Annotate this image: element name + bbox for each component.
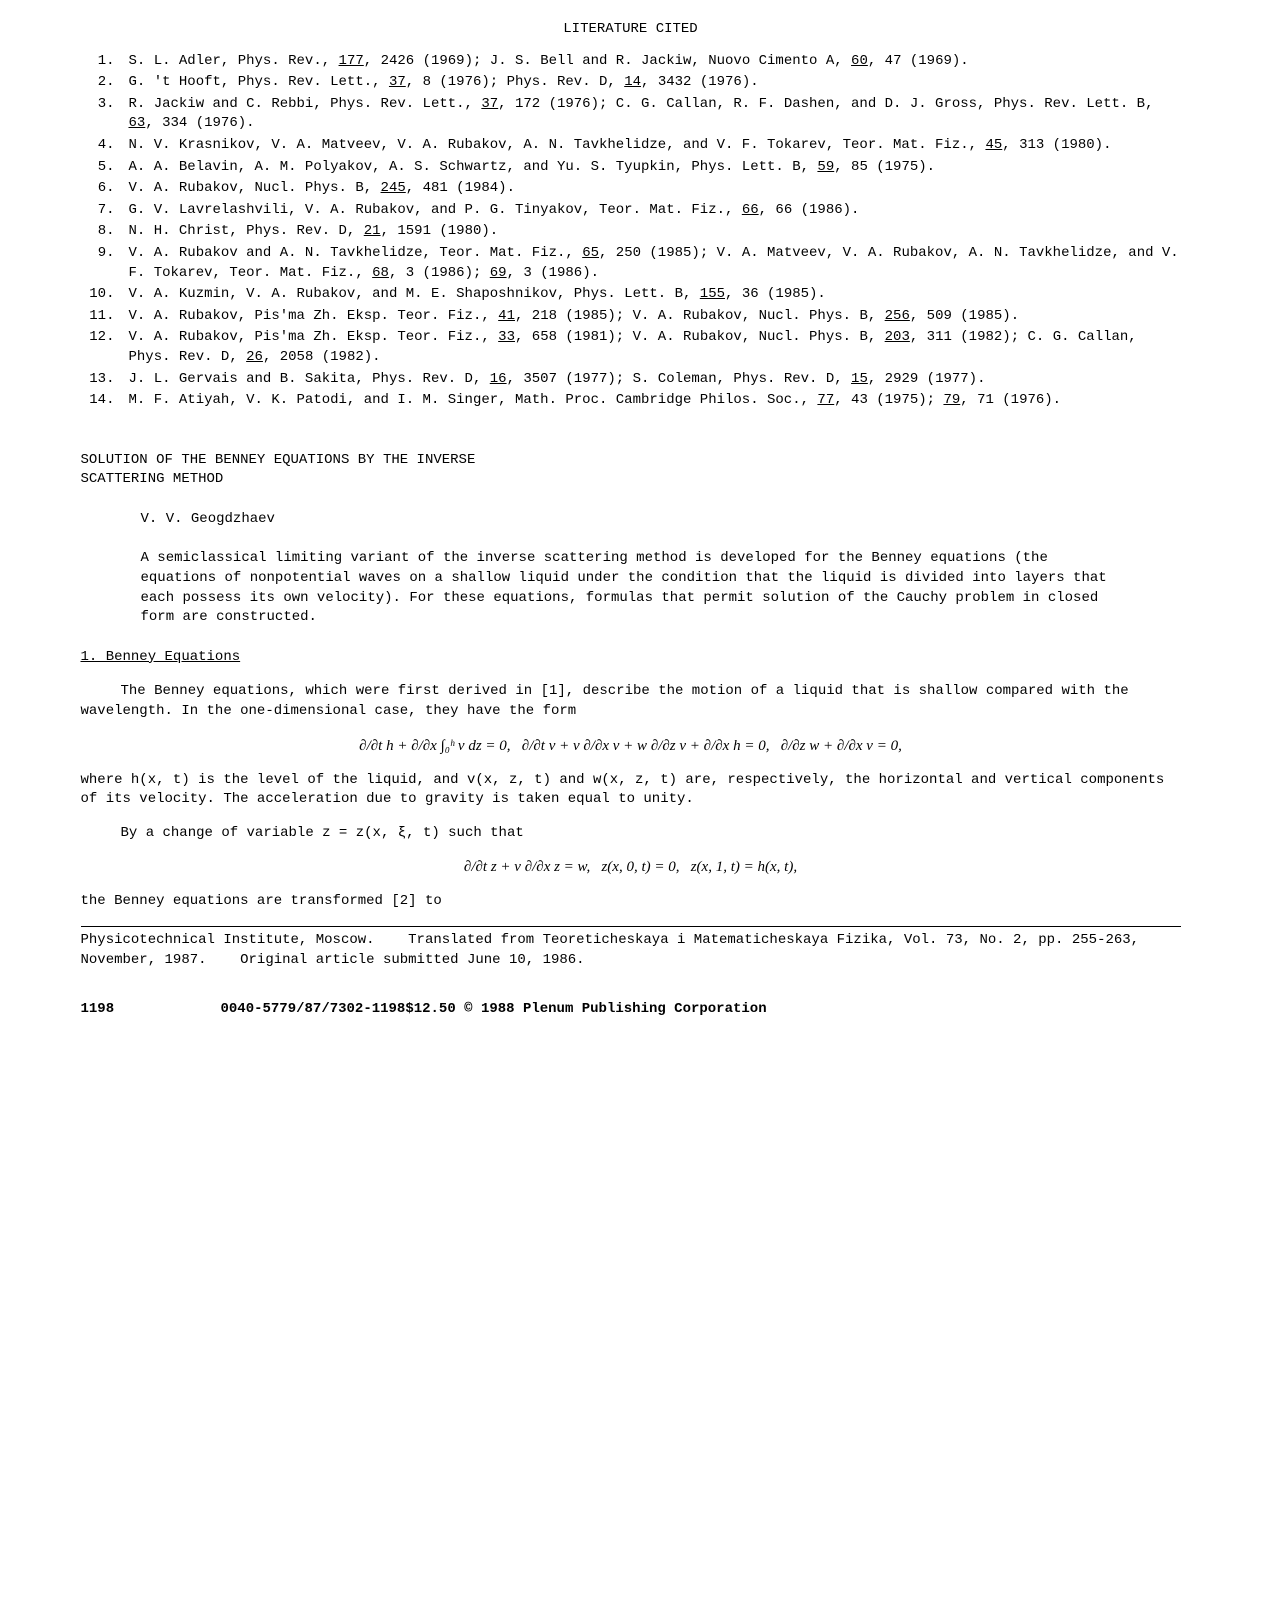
reference-item: 6.V. A. Rubakov, Nucl. Phys. B, 245, 481… [121, 179, 1181, 199]
paragraph-2: where h(x, t) is the level of the liquid… [81, 771, 1181, 810]
author-name: V. V. Geogdzhaev [141, 510, 1181, 530]
reference-number: 10. [85, 285, 115, 305]
footnote-rule [81, 926, 1181, 927]
page-number: 1198 [81, 1000, 221, 1020]
reference-number: 6. [85, 179, 115, 199]
reference-item: 10.V. A. Kuzmin, V. A. Rubakov, and M. E… [121, 285, 1181, 305]
article-title-line2: SCATTERING METHOD [81, 470, 1181, 490]
reference-number: 3. [85, 95, 115, 115]
reference-number: 7. [85, 201, 115, 221]
reference-item: 12.V. A. Rubakov, Pis'ma Zh. Eksp. Teor.… [121, 328, 1181, 367]
reference-number: 14. [85, 391, 115, 411]
formula-2: ∂/∂t z + v ∂/∂x z = w, z(x, 0, t) = 0, z… [81, 857, 1181, 878]
reference-text: V. A. Rubakov and A. N. Tavkhelidze, Teo… [129, 245, 1179, 281]
reference-item: 9.V. A. Rubakov and A. N. Tavkhelidze, T… [121, 244, 1181, 283]
footer: 1198 0040-5779/87/7302-1198$12.50 © 1988… [81, 1000, 1181, 1020]
reference-text: G. V. Lavrelashvili, V. A. Rubakov, and … [129, 202, 860, 218]
reference-number: 11. [85, 307, 115, 327]
reference-text: V. A. Kuzmin, V. A. Rubakov, and M. E. S… [129, 286, 826, 302]
section-1-heading: 1. Benney Equations [81, 648, 1181, 668]
copyright-line: 0040-5779/87/7302-1198$12.50 © 1988 Plen… [221, 1000, 767, 1020]
paragraph-4: the Benney equations are transformed [2]… [81, 892, 1181, 912]
reference-item: 4.N. V. Krasnikov, V. A. Matveev, V. A. … [121, 136, 1181, 156]
abstract-text: A semiclassical limiting variant of the … [141, 549, 1121, 627]
reference-item: 11.V. A. Rubakov, Pis'ma Zh. Eksp. Teor.… [121, 307, 1181, 327]
reference-number: 1. [85, 52, 115, 72]
reference-text: N. H. Christ, Phys. Rev. D, 21, 1591 (19… [129, 223, 499, 239]
reference-number: 8. [85, 222, 115, 242]
reference-text: V. A. Rubakov, Pis'ma Zh. Eksp. Teor. Fi… [129, 329, 1137, 365]
reference-item: 2.G. 't Hooft, Phys. Rev. Lett., 37, 8 (… [121, 73, 1181, 93]
references-list: 1. S. L. Adler, Phys. Rev., 177, 2426 (19… [81, 52, 1181, 411]
literature-cited-header: LITERATURE CITED [81, 20, 1181, 40]
reference-number: 2. [85, 73, 115, 93]
reference-item: 7.G. V. Lavrelashvili, V. A. Rubakov, an… [121, 201, 1181, 221]
reference-text: N. V. Krasnikov, V. A. Matveev, V. A. Ru… [129, 137, 1112, 153]
paragraph-3: By a change of variable z = z(x, ξ, t) s… [81, 824, 1181, 844]
reference-text: S. L. Adler, Phys. Rev., 177, 2426 (1969… [129, 53, 969, 69]
reference-item: 5.A. A. Belavin, A. M. Polyakov, A. S. S… [121, 158, 1181, 178]
reference-number: 5. [85, 158, 115, 178]
reference-text: V. A. Rubakov, Pis'ma Zh. Eksp. Teor. Fi… [129, 308, 1020, 324]
reference-item: 1.S. L. Adler, Phys. Rev., 177, 2426 (19… [121, 52, 1181, 72]
reference-text: V. A. Rubakov, Nucl. Phys. B, 245, 481 (… [129, 180, 515, 196]
reference-item: 3.R. Jackiw and C. Rebbi, Phys. Rev. Let… [121, 95, 1181, 134]
article-title-line1: SOLUTION OF THE BENNEY EQUATIONS BY THE … [81, 451, 1181, 471]
reference-text: M. F. Atiyah, V. K. Patodi, and I. M. Si… [129, 392, 1062, 408]
reference-text: R. Jackiw and C. Rebbi, Phys. Rev. Lett.… [129, 96, 1154, 132]
footnote-text: Physicotechnical Institute, Moscow. Tran… [81, 931, 1181, 970]
reference-text: A. A. Belavin, A. M. Polyakov, A. S. Sch… [129, 159, 936, 175]
reference-item: 14.M. F. Atiyah, V. K. Patodi, and I. M.… [121, 391, 1181, 411]
reference-number: 12. [85, 328, 115, 348]
reference-item: 8.N. H. Christ, Phys. Rev. D, 21, 1591 (… [121, 222, 1181, 242]
formula-1: ∂/∂t h + ∂/∂x ∫₀ʰ v dz = 0, ∂/∂t v + v ∂… [81, 736, 1181, 757]
reference-text: G. 't Hooft, Phys. Rev. Lett., 37, 8 (19… [129, 74, 759, 90]
paragraph-1: The Benney equations, which were first d… [81, 682, 1181, 721]
reference-number: 13. [85, 370, 115, 390]
reference-number: 9. [85, 244, 115, 264]
reference-number: 4. [85, 136, 115, 156]
reference-item: 13.J. L. Gervais and B. Sakita, Phys. Re… [121, 370, 1181, 390]
article-title: SOLUTION OF THE BENNEY EQUATIONS BY THE … [81, 451, 1181, 490]
reference-text: J. L. Gervais and B. Sakita, Phys. Rev. … [129, 371, 986, 387]
